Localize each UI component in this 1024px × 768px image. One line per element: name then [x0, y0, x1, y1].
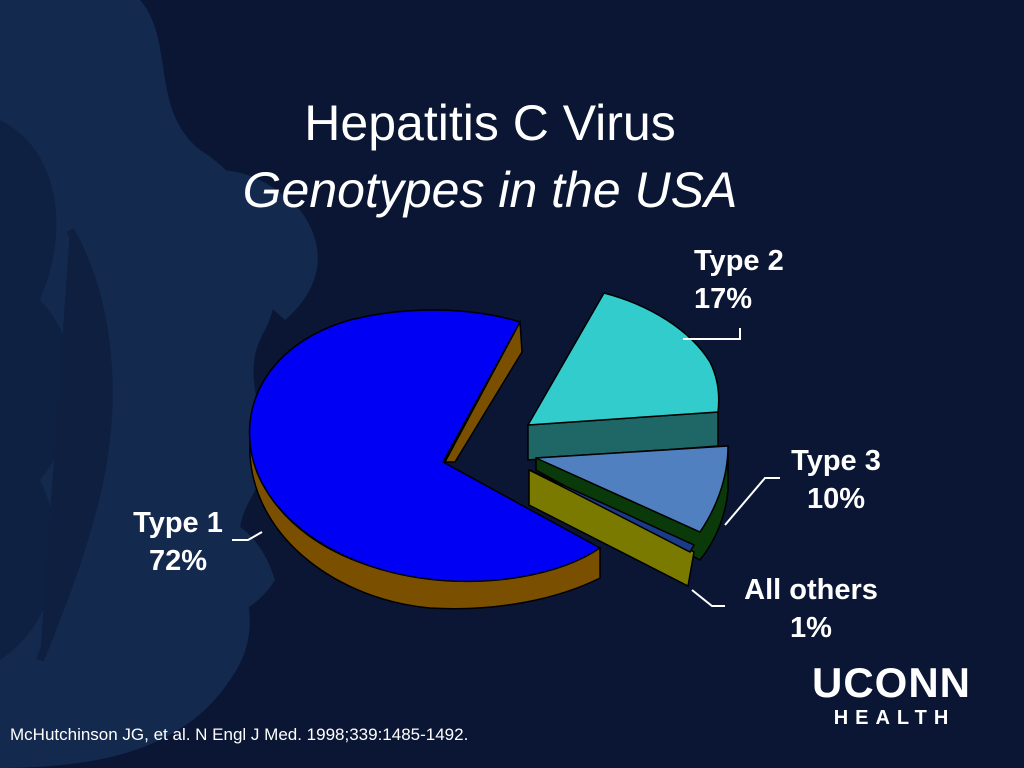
uconn-health-logo: UCONN HEALTH — [812, 660, 971, 730]
label-type-3-value: 10% — [806, 483, 866, 515]
pie-slice-side-type-1-top — [443, 319, 523, 463]
label-all-others: All others 1% — [730, 571, 892, 647]
label-type-3-name: Type 3 — [791, 445, 881, 477]
chart-title: Hepatitis C Virus — [304, 95, 676, 151]
chart-subtitle: Genotypes in the USA — [242, 162, 738, 218]
logo-health-text: HEALTH — [833, 707, 956, 729]
pie-slice-type-3 — [535, 445, 729, 533]
pie-slice-type-2 — [526, 292, 720, 426]
label-all-others-name: All others — [744, 574, 878, 606]
label-type-1-value: 72% — [148, 545, 208, 577]
label-type-2: Type 2 17% — [694, 242, 784, 318]
leader-line-all-others — [691, 589, 725, 607]
logo-uconn-text: UCONN — [812, 659, 971, 706]
label-type-3: Type 3 10% — [782, 442, 890, 518]
leader-line-type-3 — [724, 477, 780, 526]
label-type-1: Type 1 72% — [122, 504, 234, 580]
citation: McHutchinson JG, et al. N Engl J Med. 19… — [10, 725, 469, 744]
label-type-1-name: Type 1 — [133, 507, 223, 539]
label-type-2-value: 17% — [694, 283, 753, 315]
leader-line-type-2 — [683, 328, 741, 340]
label-all-others-value: 1% — [790, 612, 832, 644]
pie-slice-all-others — [529, 469, 696, 553]
pie-slice-type-1 — [248, 309, 602, 583]
leader-line-type-1 — [232, 531, 263, 541]
label-type-2-name: Type 2 — [694, 245, 784, 277]
